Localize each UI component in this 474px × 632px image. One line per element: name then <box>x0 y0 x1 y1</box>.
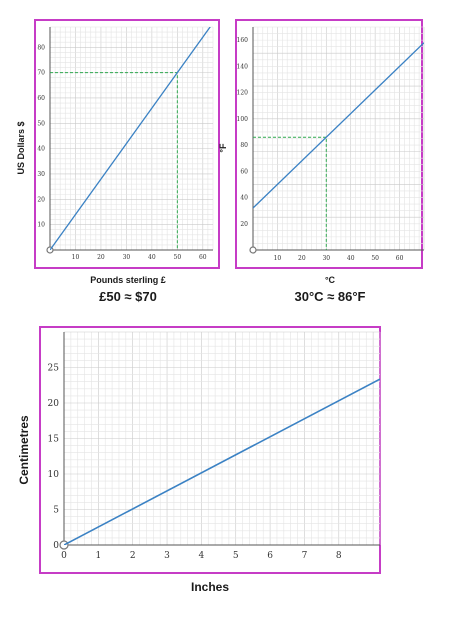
chart-3: 0 1 2 3 4 5 6 7 8 0 5 10 15 20 25 Inches Centimetres <box>17 326 381 594</box>
y-axis-label: US Dollars $ <box>16 121 26 174</box>
origin-marker <box>59 540 69 550</box>
y-tick-label: 10 <box>37 222 45 229</box>
x-tick-label: 30 <box>123 254 131 261</box>
chart-1: 10 20 30 40 50 60 10 20 30 40 50 60 70 80 Pounds sterl… <box>16 19 220 304</box>
chart-2: 10 20 30 40 50 60 20 40 60 80 100 120 140 160 °C °F 30°C… <box>218 19 425 304</box>
y-tick-label: 5 <box>53 506 59 516</box>
y-tick-label: 70 <box>37 70 45 77</box>
x-tick-label: 20 <box>298 255 306 262</box>
x-tick-label: 5 <box>233 551 239 561</box>
y-tick-label: 0 <box>53 541 59 551</box>
series-line <box>64 378 380 545</box>
x-axis-label: Inches <box>191 580 229 594</box>
x-tick-label: 30 <box>322 255 330 262</box>
grid <box>63 331 381 546</box>
x-tick-label: 40 <box>148 254 156 261</box>
y-tick-label: 60 <box>240 168 248 175</box>
y-tick-label: 100 <box>237 116 249 123</box>
x-tick-label: 4 <box>199 551 205 561</box>
y-tick-label: 40 <box>240 195 248 202</box>
y-axis-label: Centimetres <box>17 415 31 485</box>
series-line <box>50 27 211 250</box>
x-tick-label: 10 <box>72 254 80 261</box>
x-tick-label: 8 <box>336 551 342 561</box>
x-tick-label: 6 <box>267 551 273 561</box>
x-axis-label: Pounds sterling £ <box>90 275 166 285</box>
y-tick-label: 20 <box>240 221 248 228</box>
y-tick-label: 40 <box>37 146 45 153</box>
chart-frame <box>34 19 220 269</box>
chart-frame <box>235 19 423 269</box>
x-tick-label: 7 <box>302 551 308 561</box>
y-tick-label: 60 <box>37 95 45 102</box>
grid <box>252 26 425 251</box>
x-axis-label: °C <box>325 275 336 285</box>
x-tick-label: 0 <box>61 551 67 561</box>
y-tick-label: 160 <box>237 37 249 44</box>
y-tick-label: 10 <box>48 470 60 480</box>
y-tick-label: 30 <box>37 171 45 178</box>
x-tick-label: 2 <box>130 551 136 561</box>
y-tick-label: 20 <box>37 196 45 203</box>
y-tick-label: 15 <box>48 435 60 445</box>
x-tick-label: 60 <box>199 254 207 261</box>
y-tick-label: 80 <box>240 142 248 149</box>
x-tick-label: 1 <box>95 551 101 561</box>
y-tick-label: 80 <box>37 44 45 51</box>
x-tick-label: 20 <box>97 254 105 261</box>
conversion-caption: £50 ≈ $70 <box>99 289 157 304</box>
x-tick-label: 10 <box>274 255 282 262</box>
x-tick-label: 3 <box>164 551 170 561</box>
y-tick-label: 25 <box>48 364 60 374</box>
origin-marker <box>249 246 257 254</box>
series-line <box>253 42 424 209</box>
y-tick-label: 20 <box>48 399 60 409</box>
y-tick-label: 50 <box>37 120 45 127</box>
chart-frame <box>39 326 381 574</box>
y-axis-label: °F <box>218 143 228 153</box>
x-tick-label: 50 <box>174 254 182 261</box>
conversion-caption: 30°C ≈ 86°F <box>294 289 365 304</box>
x-tick-label: 50 <box>371 255 379 262</box>
y-tick-label: 140 <box>237 63 249 70</box>
x-tick-label: 40 <box>347 255 355 262</box>
x-tick-label: 60 <box>396 255 404 262</box>
y-tick-label: 120 <box>237 90 249 97</box>
